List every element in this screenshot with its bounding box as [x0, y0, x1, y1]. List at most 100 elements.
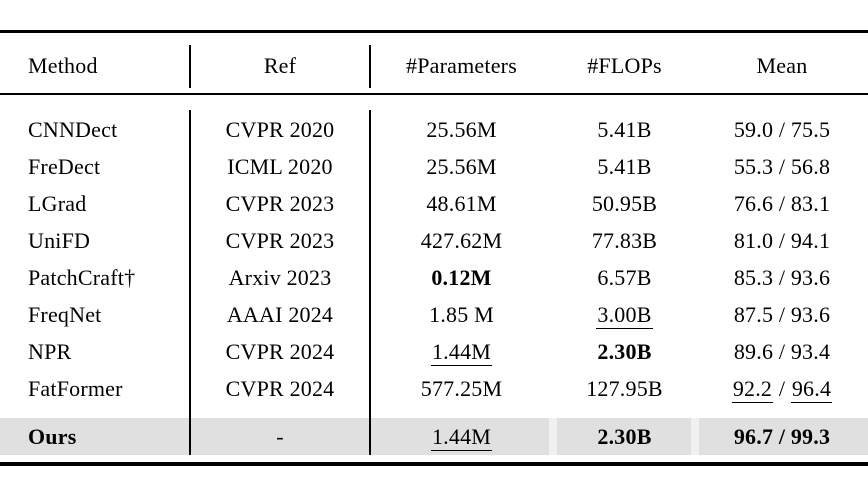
header-rule [0, 93, 868, 95]
table-row-highlighted: Ours - 1.44M 2.30B 96.7 / 99.3 [0, 418, 868, 455]
cell-text: 77.83B [591, 227, 658, 253]
column-header-ref: Ref [263, 52, 297, 78]
table-cell: 1.85 M [370, 302, 553, 328]
table-header-row: Method Ref #Parameters #FLOPs Mean [0, 38, 868, 93]
table-cell: 427.62M [370, 228, 553, 254]
column-header-method: Method [28, 52, 98, 78]
table-cell: 5.41B [553, 117, 696, 143]
table-cell: CVPR 2024 [190, 376, 370, 402]
table-cell: 0.12M [370, 265, 553, 291]
table-cell: 55.3 / 56.8 [696, 154, 868, 180]
table-cell: 2.30B [553, 424, 696, 450]
table-cell: ICML 2020 [190, 154, 370, 180]
table-cell: 81.0 / 94.1 [696, 228, 868, 254]
cell-text: 1.44M [430, 338, 493, 366]
table-cell: 25.56M [370, 117, 553, 143]
cell-text: 127.95B [586, 375, 663, 401]
table-cell: 2.30B [553, 339, 696, 365]
table-cell: PatchCraft† [0, 265, 190, 291]
cell-text: 76.6 / 83.1 [733, 190, 831, 216]
cell-text: 96.4 [790, 375, 833, 403]
table-cell: 50.95B [553, 191, 696, 217]
table-cell: 577.25M [370, 376, 553, 402]
cell-text: LGrad [28, 190, 87, 216]
cell-text: 25.56M [426, 116, 497, 142]
vertical-rule-method-ref-body [189, 110, 191, 455]
cell-text: FreDect [28, 153, 101, 179]
cell-text: NPR [28, 338, 72, 364]
cell-text: 87.5 / 93.6 [733, 301, 831, 327]
cell-text: Arxiv 2023 [228, 264, 332, 290]
table-cell: Arxiv 2023 [190, 265, 370, 291]
cell-text: CVPR 2020 [225, 116, 335, 142]
cell-text: Ours [28, 423, 77, 449]
vertical-rule-ref-params-header [369, 45, 371, 88]
cell-text: 96.7 / 99.3 [733, 423, 831, 449]
table-cell: 92.2 / 96.4 [696, 375, 868, 403]
cell-text: 5.41B [597, 153, 652, 179]
table-cell: 1.44M [370, 423, 553, 451]
cell-text: 89.6 / 93.4 [733, 338, 831, 364]
table-row: LGrad CVPR 2023 48.61M 50.95B 76.6 / 83.1 [0, 185, 868, 222]
cell-text: 25.56M [426, 153, 497, 179]
table-cell: CVPR 2024 [190, 339, 370, 365]
cell-text: FatFormer [28, 375, 123, 401]
cell-text: PatchCraft† [28, 264, 136, 290]
cell-text: CVPR 2024 [225, 338, 335, 364]
table-cell: 76.6 / 83.1 [696, 191, 868, 217]
table-cell: 59.0 / 75.5 [696, 117, 868, 143]
cell-text: CVPR 2024 [225, 375, 335, 401]
cell-text: 2.30B [597, 338, 652, 364]
table-cell: 5.41B [553, 154, 696, 180]
table-row: FreqNet AAAI 2024 1.85 M 3.00B 87.5 / 93.6 [0, 296, 868, 333]
cell-text: 1.85 M [429, 301, 494, 327]
table-cell: AAAI 2024 [190, 302, 370, 328]
table-cell: CVPR 2023 [190, 228, 370, 254]
cell-text: 1.44M [430, 423, 493, 451]
table-cell: 6.57B [553, 265, 696, 291]
cell-text: 3.00B [596, 301, 653, 329]
table-cell: 127.95B [553, 376, 696, 402]
table-cell: Ours [0, 424, 190, 450]
cell-text: AAAI 2024 [226, 301, 334, 327]
table-cell: CVPR 2023 [190, 191, 370, 217]
table-cell: 85.3 / 93.6 [696, 265, 868, 291]
table-cell: 25.56M [370, 154, 553, 180]
table-cell: 1.44M [370, 338, 553, 366]
vertical-rule-ref-params-body [369, 110, 371, 455]
table-row: UniFD CVPR 2023 427.62M 77.83B 81.0 / 94.1 [0, 222, 868, 259]
table-row: PatchCraft† Arxiv 2023 0.12M 6.57B 85.3 / 93… [0, 259, 868, 296]
cell-text: UniFD [28, 227, 91, 253]
cell-text: 92.2 [731, 375, 774, 403]
cell-text: CVPR 2023 [225, 190, 335, 216]
table-cell: 96.7 / 99.3 [696, 424, 868, 450]
cell-text: 5.41B [597, 116, 652, 142]
cell-text: 427.62M [420, 227, 503, 253]
table-cell: 77.83B [553, 228, 696, 254]
table-cell: CVPR 2020 [190, 117, 370, 143]
column-header-parameters: #Parameters [406, 52, 517, 78]
cell-text: 59.0 / 75.5 [733, 116, 831, 142]
cell-text: CVPR 2023 [225, 227, 335, 253]
cell-text: 85.3 / 93.6 [733, 264, 831, 290]
table-row: NPR CVPR 2024 1.44M 2.30B 89.6 / 93.4 [0, 333, 868, 370]
vertical-rule-method-ref-header [189, 45, 191, 88]
bottom-rule [0, 462, 868, 466]
cell-text: 0.12M [431, 264, 492, 290]
column-header-flops: #FLOPs [587, 52, 662, 78]
table-body: CNNDect CVPR 2020 25.56M 5.41B 59.0 / 75.5 Fr… [0, 95, 868, 455]
table-cell: 89.6 / 93.4 [696, 339, 868, 365]
cell-text: 48.61M [426, 190, 497, 216]
cell-text: ICML 2020 [227, 153, 333, 179]
cell-text: CNNDect [28, 116, 118, 142]
table-cell: FreqNet [0, 302, 190, 328]
table-cell: 87.5 / 93.6 [696, 302, 868, 328]
cell-text: 50.95B [591, 190, 658, 216]
table-cell: NPR [0, 339, 190, 365]
column-header-mean: Mean [756, 52, 808, 78]
table-cell: 3.00B [553, 301, 696, 329]
table-cell: 48.61M [370, 191, 553, 217]
table-cell: FreDect [0, 154, 190, 180]
table-cell: - [190, 424, 370, 450]
